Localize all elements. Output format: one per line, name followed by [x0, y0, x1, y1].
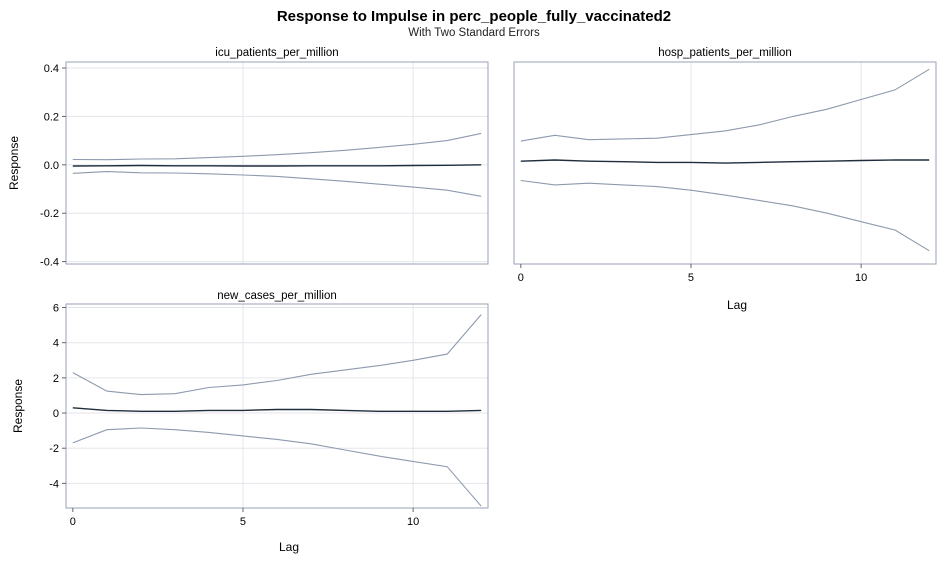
- y-tick-label: 4: [53, 338, 59, 350]
- upper-line-series: [520, 68, 930, 142]
- x-tick-label: 5: [688, 272, 694, 284]
- y-tick-label: 0: [53, 408, 59, 420]
- chart-panel-2: hosp_patients_per_million 0 5 10 Lag: [513, 47, 937, 312]
- chart-panel-3: new_cases_per_million 6 4 2 0 -2 -4 0 5 10 Respons…: [11, 290, 489, 554]
- y-tick-label: 0.4: [44, 63, 59, 75]
- upper-line-series: [72, 314, 482, 396]
- x-axis-label: Lag: [727, 298, 747, 312]
- x-tick-label: 5: [240, 516, 246, 528]
- x-tick-label: 10: [407, 516, 419, 528]
- y-tick-label: -4: [49, 478, 59, 490]
- plot-frame: [65, 303, 489, 509]
- chart-panels: icu_patients_per_million 0.4 0.2 0.0 -0.2 -0.…: [7, 47, 937, 554]
- plot-frame: [513, 61, 937, 265]
- x-axis-label: Lag: [279, 540, 299, 554]
- panel-title: icu_patients_per_million: [215, 47, 338, 59]
- lower-line-series: [72, 427, 482, 507]
- lower-line-series: [72, 171, 482, 197]
- x-tick-label: 10: [855, 272, 867, 284]
- panel-title: hosp_patients_per_million: [658, 47, 792, 59]
- response-line-series: [520, 159, 930, 164]
- y-tick-label: 2: [53, 373, 59, 385]
- lower-line-series: [520, 179, 930, 252]
- y-tick-label: 6: [53, 303, 59, 315]
- x-tick-label: 0: [70, 516, 76, 528]
- response-line-series: [72, 407, 482, 412]
- figure-subtitle: With Two Standard Errors: [408, 27, 540, 39]
- upper-line-series: [72, 132, 482, 161]
- y-tick-label: -0.4: [40, 257, 59, 269]
- figure-title: Response to Impulse in perc_people_fully…: [277, 8, 671, 25]
- y-axis-label: Response: [11, 379, 25, 433]
- chart-panel-1: icu_patients_per_million 0.4 0.2 0.0 -0.2 -0.…: [7, 47, 489, 269]
- y-tick-label: 0.0: [44, 160, 59, 172]
- plot-frame: [65, 61, 489, 265]
- y-axis-label: Response: [7, 136, 21, 190]
- y-tick-label: 0.2: [44, 111, 59, 123]
- x-tick-label: 0: [518, 272, 524, 284]
- response-line-series: [72, 164, 482, 167]
- y-tick-label: -0.2: [40, 208, 59, 220]
- y-tick-label: -2: [49, 443, 59, 455]
- panel-title: new_cases_per_million: [217, 290, 337, 302]
